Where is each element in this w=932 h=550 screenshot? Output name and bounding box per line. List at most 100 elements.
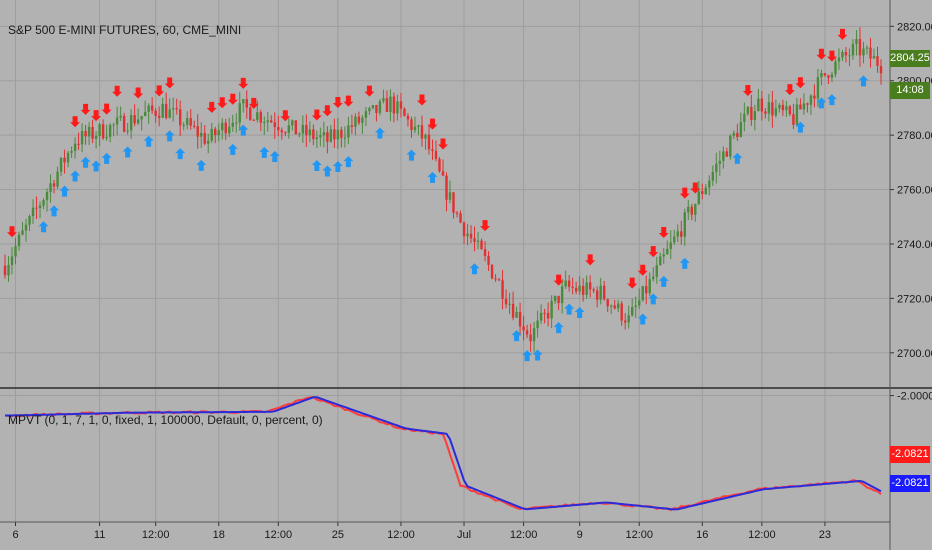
candle-body — [844, 52, 848, 56]
candle-body — [869, 47, 872, 59]
candle-body — [567, 280, 571, 287]
buy-arrow-icon — [816, 97, 827, 109]
indicator-axis: -2.0000 — [890, 391, 932, 403]
time-tick-label: 9 — [577, 529, 583, 541]
candle-body — [91, 126, 94, 139]
price-tick-label: 2720.00 — [897, 293, 932, 305]
countdown-tag: 14:08 — [890, 82, 930, 99]
candle-body — [375, 105, 378, 113]
candle-body — [168, 109, 171, 118]
candle-body — [259, 112, 262, 123]
candle-body — [641, 286, 644, 301]
candle-body — [574, 287, 578, 292]
candle-body — [263, 122, 266, 124]
buy-arrow-icon — [637, 313, 648, 325]
candle-body — [518, 311, 522, 327]
candle-body — [473, 238, 476, 242]
buy-arrow-icon — [80, 156, 91, 168]
candle-body — [697, 191, 700, 205]
candle-body — [399, 101, 403, 109]
time-tick-label: 12:00 — [142, 529, 170, 541]
candle-body — [175, 108, 178, 110]
buy-arrow-icon — [532, 349, 543, 361]
sell-arrow-icon — [280, 110, 291, 122]
candle-body — [652, 276, 655, 280]
candle-body — [483, 249, 487, 256]
candle-body — [413, 126, 417, 131]
candle-body — [648, 279, 651, 294]
candle-body — [129, 115, 133, 131]
indicator-blue-tag: -2.0821 — [890, 475, 930, 492]
sell-arrow-icon — [227, 93, 238, 105]
sell-arrow-icon — [322, 105, 333, 117]
candle-body — [557, 295, 560, 304]
time-tick-label: 12:00 — [625, 529, 653, 541]
candle-body — [31, 207, 35, 217]
candle-body — [624, 320, 627, 323]
candle-body — [708, 180, 711, 188]
candle-body — [501, 280, 504, 299]
sell-arrow-icon — [80, 103, 91, 115]
candle-body — [645, 286, 648, 294]
candle-body — [101, 124, 105, 139]
buy-arrow-icon — [196, 159, 207, 171]
buy-arrow-icon — [175, 148, 186, 160]
candle-body — [620, 303, 623, 321]
candle-body — [350, 125, 354, 127]
candle-body — [126, 130, 129, 132]
candle-body — [108, 125, 112, 137]
time-tick-label: 18 — [213, 529, 225, 541]
candle-body — [445, 175, 448, 200]
candle-body — [736, 133, 739, 138]
candle-body — [634, 305, 637, 308]
candle-body — [778, 104, 781, 109]
sell-arrow-icon — [690, 182, 701, 194]
sell-arrow-icon — [206, 101, 217, 113]
candle-body — [7, 264, 10, 276]
candle-body — [287, 125, 291, 133]
candle-body — [133, 115, 136, 124]
buy-arrow-icon — [38, 221, 49, 233]
candle-body — [189, 118, 192, 126]
candle-body — [816, 77, 820, 99]
candle-body — [245, 99, 248, 108]
time-tick-label: 12:00 — [265, 529, 293, 541]
candle-body — [718, 160, 722, 164]
price-tick-label: 2740.00 — [897, 239, 932, 251]
candle-body — [771, 102, 774, 116]
sell-arrow-icon — [658, 226, 669, 238]
candle-body — [77, 143, 80, 145]
candle-body — [210, 128, 213, 141]
sell-arrow-icon — [364, 85, 375, 97]
candle-body — [799, 104, 802, 110]
candle-body — [333, 129, 336, 140]
candle-body — [291, 120, 294, 126]
buy-arrow-icon — [91, 160, 102, 172]
sell-arrow-icon — [679, 187, 690, 199]
buy-arrow-icon — [564, 303, 575, 315]
candle-body — [21, 230, 24, 235]
candle-body — [59, 157, 63, 172]
candle-body — [179, 109, 182, 126]
chart-legend: S&P 500 E-MINI FUTURES, 60, CME_MINI — [8, 23, 242, 37]
candle-body — [49, 183, 52, 193]
sell-arrow-icon — [164, 77, 175, 89]
candle-body — [154, 110, 157, 116]
candle-body — [466, 233, 469, 237]
candle-body — [171, 108, 175, 110]
sell-arrow-icon — [627, 277, 638, 289]
candle-body — [252, 119, 255, 121]
candle-body — [543, 312, 546, 314]
buy-arrow-icon — [427, 171, 438, 183]
candle-body — [347, 125, 350, 138]
sell-arrow-icon — [70, 116, 81, 128]
candle-body — [87, 126, 91, 137]
candle-body — [617, 303, 620, 309]
sell-arrow-icon — [91, 110, 102, 122]
candle-body — [785, 106, 788, 111]
buy-arrow-icon — [59, 185, 70, 197]
indicator-legend: MPVT (0, 1, 7, 1, 0, fixed, 1, 100000, D… — [8, 413, 323, 427]
candle-body — [876, 56, 879, 66]
candle-body — [305, 124, 308, 136]
